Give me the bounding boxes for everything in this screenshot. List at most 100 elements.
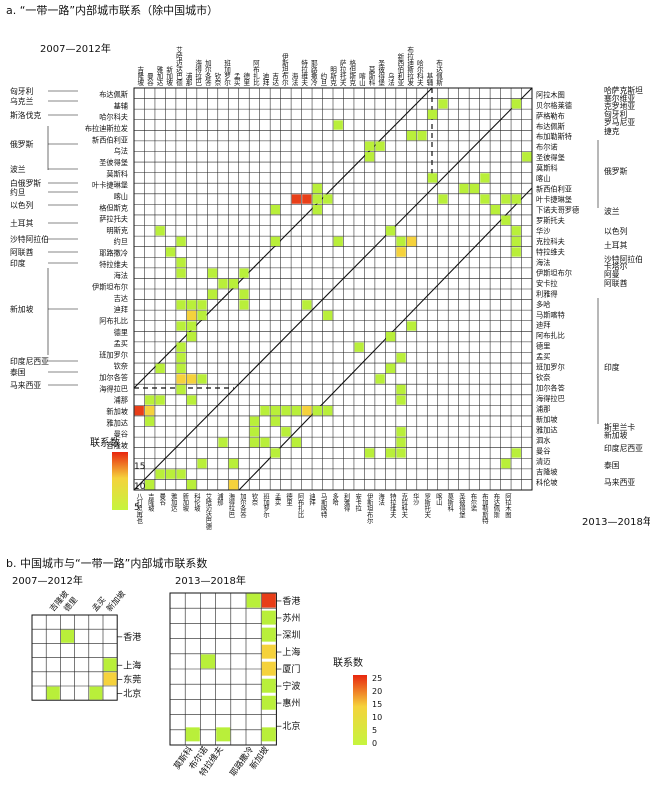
col-label-city: 明斯克 [330, 66, 337, 87]
legend-b-bar [353, 675, 367, 745]
heatmap-cell [281, 405, 291, 416]
row-label-city: 班加罗尔 [99, 350, 128, 359]
row-label-city: 吉隆坡 [536, 467, 558, 476]
panel-b-title: b. 中国城市与“一带一路”内部城市联系数 [6, 556, 207, 570]
row-label-city: 莫斯科 [536, 164, 558, 173]
row-label-city: 雅加达 [106, 418, 128, 427]
row-label-city: 吉达 [114, 294, 128, 303]
heatmap-cell [396, 448, 406, 458]
col-label-city: 海法 [379, 491, 386, 506]
heatmap-cell [365, 448, 375, 458]
heatmap-cell [490, 204, 500, 215]
col-label-city: 多哈 [332, 491, 339, 506]
col-label-city: 班加罗尔 [224, 59, 231, 87]
heatmap-cell [281, 427, 291, 437]
col-label-city: 伊斯坦布尔 [282, 52, 289, 87]
heatmap-cell [385, 448, 396, 458]
col-label-city: 艾哈迈达巴德 [176, 47, 183, 87]
heatmap-cell [396, 247, 406, 257]
col-label-city: 吉隆坡 [148, 492, 155, 512]
legend-b-tick: 5 [372, 726, 377, 735]
heatmap-cell [312, 405, 322, 416]
panel-b-left-period: 2007—2012年 [12, 574, 83, 587]
col-label-city: 雅加达 [171, 492, 178, 512]
legend-b-tick: 10 [372, 713, 382, 722]
country-label: 克罗地亚 [604, 101, 635, 111]
heatmap-cell [176, 236, 186, 247]
heatmap-cell [365, 152, 375, 162]
country-label: 卡塔尔 [604, 261, 628, 271]
row-label-city: 迪拜 [114, 305, 128, 314]
col-label-city: 格但斯克 [350, 59, 357, 87]
heatmap-cell [176, 268, 186, 278]
col-label-city: 伊斯坦布尔 [367, 491, 374, 525]
country-label: 沙特阿拉伯 [604, 254, 643, 264]
row-label-city: 加尔各答 [99, 373, 128, 382]
heatmap-cell [511, 448, 521, 458]
panel-a-period-right: 2013—2018年 [582, 515, 650, 528]
heatmap-cell [186, 374, 197, 384]
row-label-city: 钦奈 [536, 373, 550, 382]
heatmap-cell [312, 183, 322, 194]
legend-a-title: 联系数 [90, 436, 120, 449]
row-label-city: 德里 [536, 342, 550, 351]
row-label-city: 浦那 [114, 396, 128, 405]
country-label: 马来西亚 [604, 478, 635, 487]
row-label-city: 叶卡捷琳堡 [536, 195, 572, 204]
row-label-city: 吉隆坡 [106, 441, 128, 450]
heatmap-cell [375, 374, 385, 384]
panel-a-diagonal [238, 187, 533, 491]
heatmap-cell [239, 300, 249, 310]
row-label-city: 萨格勒布 [536, 111, 565, 120]
heatmap-cell [166, 247, 176, 257]
heatmap-cell [438, 194, 448, 204]
heatmap-cell [166, 469, 176, 479]
heatmap-cell [145, 405, 155, 416]
row-label-city: 哈尔科夫 [99, 113, 128, 122]
legend-b-tick: 25 [372, 674, 382, 683]
col-label-city: 孟买 [234, 72, 241, 87]
col-label-city: 孟买 [275, 491, 281, 506]
col-label-city: 布加勒斯特 [482, 491, 489, 525]
heatmap-cell [302, 300, 312, 310]
country-label: 马来西亚 [10, 381, 41, 390]
heatmap-cell [176, 300, 186, 310]
heatmap-cell [239, 289, 249, 299]
col-label-city: 克拉科夫 [402, 492, 409, 519]
country-label: 俄罗斯 [10, 139, 34, 149]
heatmap-cell [218, 437, 228, 448]
heatmap-cell [396, 427, 406, 437]
heatmap-cell [145, 480, 155, 490]
legend-a-tick: 15 [134, 462, 145, 472]
heatmap-cell [261, 627, 276, 642]
row-label-city: 华沙 [536, 226, 550, 235]
row-label-city: 加尔各答 [536, 384, 565, 393]
country-label: 印度 [10, 258, 26, 268]
row-label-city: 班加罗尔 [536, 363, 565, 372]
col-label-city: 哈尔科夫 [417, 59, 424, 87]
heatmap-cell [270, 416, 281, 426]
heatmap-cell [261, 678, 276, 693]
row-label-city: 海法 [114, 271, 128, 280]
heatmap-cell [261, 644, 276, 659]
row-label-city: 布加勒斯特 [536, 132, 572, 141]
row-label-city: 新加坡 [536, 415, 558, 424]
col-label-city: 钦奈 [252, 491, 259, 506]
row-label-city: 罗斯托夫 [536, 216, 565, 225]
row-label-city: 迪拜 [536, 321, 550, 330]
col-label-city: 阿布扎比 [253, 59, 260, 87]
heatmap-cell [103, 658, 117, 672]
country-label: 阿联酋 [604, 278, 628, 288]
row-label-city: 曼谷 [114, 430, 128, 439]
col-label-city: 雅加达 [157, 65, 164, 87]
panel-a-title: a. “一带一路”内部城市联系（除中国城市） [6, 3, 218, 17]
heatmap-cell [176, 353, 186, 363]
heatmap-cell [396, 395, 406, 405]
heatmap-cell [459, 183, 469, 194]
row-label-city: 科伦坡 [536, 478, 558, 487]
col-label-city: 八打灵再也 [137, 493, 144, 525]
panel-b-left-row-label: 北京 [123, 688, 141, 700]
row-label-city: 新加坡 [106, 407, 128, 416]
col-label-city: 特拉维夫 [301, 59, 308, 87]
country-label: 土耳其 [604, 240, 628, 250]
